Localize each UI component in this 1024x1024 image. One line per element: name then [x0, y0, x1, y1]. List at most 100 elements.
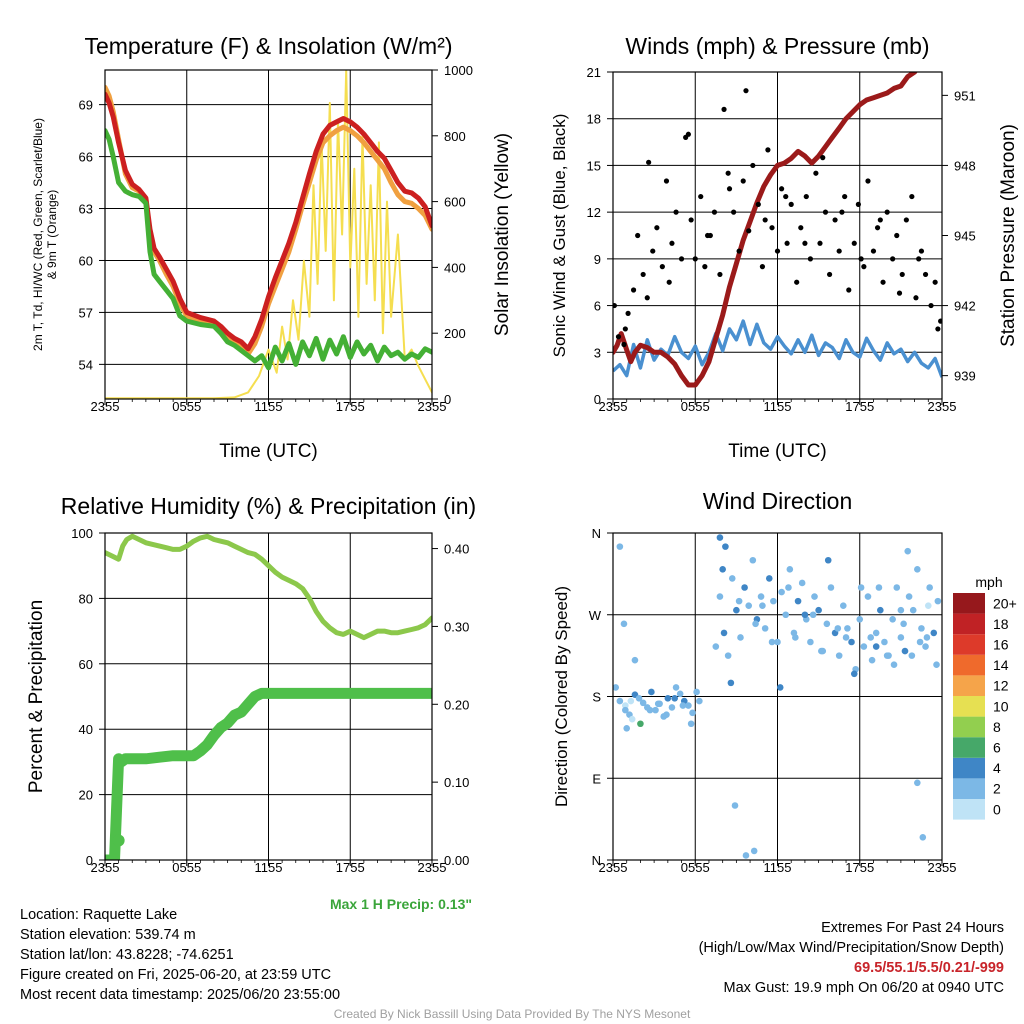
recent-data-timestamp: Most recent data timestamp: 2025/06/20 2…	[20, 987, 341, 1003]
gust-point	[822, 209, 829, 215]
direction-point	[774, 638, 781, 646]
gust-point	[762, 217, 768, 223]
y-tick-label: N	[592, 853, 601, 868]
gust-point	[836, 248, 842, 254]
direction-point	[811, 593, 818, 600]
gust-point	[798, 225, 804, 231]
gust-point	[750, 162, 756, 169]
direction-point	[918, 625, 925, 632]
station-elevation: Station elevation: 539.74 m	[20, 927, 196, 943]
direction-point	[916, 638, 924, 646]
plot-frame	[104, 532, 433, 861]
direction-point	[934, 597, 942, 605]
gust-point	[820, 155, 826, 161]
plot-frame	[612, 532, 943, 861]
y2-tick-label: 800	[444, 129, 466, 144]
gust-point	[743, 88, 749, 94]
direction-point	[794, 597, 802, 605]
y-tick-label: 100	[71, 526, 93, 541]
y-axis-label: 2m T, Td, HI/WC (Red, Green, Scarlet/Blu…	[31, 118, 59, 351]
x-tick-label: 2355	[928, 399, 957, 414]
direction-point	[809, 611, 817, 619]
direction-point	[919, 833, 927, 841]
direction-point	[685, 702, 692, 709]
gust-point	[692, 256, 698, 262]
y2-tick-label: 200	[444, 326, 466, 341]
gust-point	[678, 256, 685, 262]
x-tick-label: 1155	[255, 860, 283, 875]
y2-tick-label: 951	[954, 88, 976, 103]
gust-point	[765, 147, 771, 153]
figure-created: Figure created on Fri, 2025-06-20, at 23…	[20, 967, 332, 983]
extremes-values: 69.5/55.1/5.5/0.21/-999	[854, 960, 1004, 976]
direction-point	[868, 656, 876, 664]
gust-point	[894, 232, 900, 239]
direction-point	[671, 695, 678, 702]
direction-point	[856, 615, 864, 623]
credit-line: Created By Nick Bassill Using Data Provi…	[333, 1007, 691, 1021]
y-tick-label: 9	[594, 252, 601, 267]
direction-point	[676, 690, 684, 698]
direction-point	[639, 699, 647, 707]
gust-point	[673, 209, 679, 215]
x-tick-label: 1155	[764, 860, 792, 875]
y2-tick-label: 1000	[444, 63, 473, 78]
gust-point	[813, 170, 819, 176]
direction-point	[923, 634, 931, 641]
direction-point	[933, 661, 940, 669]
colorbar-label: 2	[993, 781, 1001, 797]
gust-point	[916, 256, 922, 262]
direction-point	[867, 634, 875, 641]
gust-point	[913, 295, 919, 301]
panel-wind: 2355 0555 1155 1755 235503691215182193994294…	[550, 33, 1019, 462]
gust-point	[909, 193, 915, 200]
y-tick-label: 3	[594, 345, 601, 360]
direction-point	[782, 611, 790, 619]
y-tick-label: 66	[79, 150, 93, 165]
direction-point	[735, 597, 743, 605]
x-tick-label: 0555	[172, 860, 201, 875]
direction-point	[778, 588, 785, 596]
y2-axis-label: Solar Insolation (Yellow)	[492, 133, 513, 336]
y-tick-label: 60	[79, 253, 93, 268]
precip-marker	[112, 834, 125, 847]
y-axis-label: Sonic Wind & Gust (Blue, Black)	[550, 114, 569, 358]
plot-frame	[104, 69, 433, 400]
direction-point	[652, 706, 659, 714]
gust-point	[783, 193, 789, 200]
direction-point	[759, 602, 766, 609]
direction-point	[635, 695, 643, 702]
direction-point	[930, 629, 938, 637]
direction-point	[889, 615, 896, 623]
y2-tick-label: 0.10	[444, 775, 469, 790]
x-tick-label: 1155	[764, 399, 792, 414]
y-tick-label: 80	[79, 591, 93, 606]
direction-point	[722, 543, 729, 550]
gust-point	[884, 209, 890, 215]
y2-tick-label: 0.30	[444, 619, 469, 634]
y-tick-label: N	[592, 526, 601, 541]
gust-point	[858, 256, 864, 262]
colorbar-cell	[953, 613, 985, 635]
gust-point	[688, 217, 694, 223]
gust-point	[788, 201, 794, 207]
direction-point	[768, 638, 776, 646]
gust-point	[861, 264, 867, 270]
y2-tick-label: 0	[444, 392, 451, 407]
y-tick-label: 69	[79, 98, 93, 113]
y-tick-label: W	[589, 608, 602, 623]
direction-point	[864, 593, 872, 600]
station-location: Location: Raquette Lake	[20, 907, 178, 923]
direction-point	[893, 584, 901, 591]
direction-point	[922, 643, 929, 650]
y2-tick-label: 945	[954, 229, 976, 244]
speed-colorbar: mph 0 2 4 6 8 10 12 14 16 18 20+	[953, 574, 1017, 820]
direction-point	[875, 584, 883, 591]
direction-point	[926, 584, 933, 591]
gust-point	[725, 170, 731, 176]
colorbar-cell	[953, 716, 985, 738]
colorbar-label: 0	[993, 801, 1001, 817]
gust-point	[755, 201, 761, 207]
gust-point	[807, 256, 814, 262]
